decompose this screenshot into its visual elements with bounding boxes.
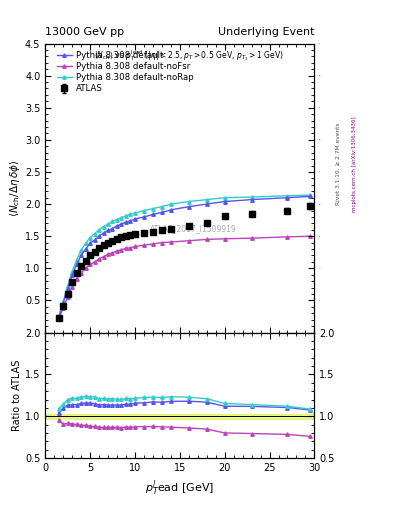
Pythia 8.308 default-noRap xyxy=(88,234,92,241)
Pythia 8.308 default-noRap xyxy=(128,211,133,218)
Pythia 8.308 default xyxy=(285,195,290,201)
Pythia 8.308 default xyxy=(61,300,66,306)
Pythia 8.308 default xyxy=(56,315,61,321)
Pythia 8.308 default xyxy=(88,240,92,246)
Pythia 8.308 default-noRap xyxy=(285,193,290,199)
Pythia 8.308 default-noRap xyxy=(204,197,209,203)
Pythia 8.308 default xyxy=(74,262,79,268)
Pythia 8.308 default-noFsr xyxy=(106,251,110,257)
Pythia 8.308 default-noRap xyxy=(70,268,75,274)
Pythia 8.308 default-noFsr xyxy=(74,275,79,282)
Pythia 8.308 default-noFsr xyxy=(65,294,70,301)
Pythia 8.308 default xyxy=(119,221,124,227)
Text: mcplots.cern.ch [arXiv:1306.3436]: mcplots.cern.ch [arXiv:1306.3436] xyxy=(352,116,357,211)
Pythia 8.308 default-noRap xyxy=(101,224,106,230)
Pythia 8.308 default-noRap xyxy=(106,221,110,227)
Pythia 8.308 default-noRap xyxy=(119,215,124,221)
Pythia 8.308 default xyxy=(83,246,88,252)
Line: Pythia 8.308 default-noRap: Pythia 8.308 default-noRap xyxy=(57,194,312,319)
Pythia 8.308 default-noFsr xyxy=(61,305,66,311)
Pythia 8.308 default xyxy=(97,233,101,239)
Text: ATLAS_2017_I1509919: ATLAS_2017_I1509919 xyxy=(150,224,237,233)
Pythia 8.308 default xyxy=(65,286,70,292)
Pythia 8.308 default xyxy=(186,204,191,210)
Pythia 8.308 default-noFsr xyxy=(70,284,75,290)
Pythia 8.308 default xyxy=(70,272,75,279)
Pythia 8.308 default-noRap xyxy=(151,205,155,211)
Pythia 8.308 default-noRap xyxy=(160,204,164,210)
Pythia 8.308 default-noFsr xyxy=(308,233,312,239)
Pythia 8.308 default-noFsr xyxy=(249,235,254,241)
Pythia 8.308 default-noFsr xyxy=(88,262,92,268)
Y-axis label: $\langle N_{\rm ch}/ \Delta\eta\, \delta\phi\rangle$: $\langle N_{\rm ch}/ \Delta\eta\, \delta… xyxy=(8,159,22,217)
Pythia 8.308 default-noFsr xyxy=(132,243,137,249)
Pythia 8.308 default xyxy=(132,216,137,222)
Pythia 8.308 default xyxy=(101,230,106,236)
Pythia 8.308 default-noRap xyxy=(83,240,88,246)
Pythia 8.308 default-noRap xyxy=(92,230,97,237)
Pythia 8.308 default-noFsr xyxy=(97,255,101,262)
Pythia 8.308 default-noRap xyxy=(115,217,119,223)
Pythia 8.308 default-noRap xyxy=(56,314,61,320)
Pythia 8.308 default-noRap xyxy=(65,283,70,289)
Pythia 8.308 default xyxy=(308,194,312,200)
Pythia 8.308 default-noFsr xyxy=(222,236,227,242)
Pythia 8.308 default xyxy=(204,201,209,207)
X-axis label: $p_T^l{\rm ead}$ [GeV]: $p_T^l{\rm ead}$ [GeV] xyxy=(145,479,215,498)
Pythia 8.308 default-noFsr xyxy=(124,245,129,251)
Text: Underlying Event: Underlying Event xyxy=(218,27,314,37)
Pythia 8.308 default-noFsr xyxy=(141,242,146,248)
Pythia 8.308 default-noFsr xyxy=(151,241,155,247)
Pythia 8.308 default-noFsr xyxy=(92,259,97,265)
Text: Rivet 3.1.10, ≥ 2.7M events: Rivet 3.1.10, ≥ 2.7M events xyxy=(336,122,341,205)
Line: Pythia 8.308 default: Pythia 8.308 default xyxy=(57,195,312,319)
Line: Pythia 8.308 default-noFsr: Pythia 8.308 default-noFsr xyxy=(57,234,312,321)
Pythia 8.308 default xyxy=(106,227,110,233)
Pythia 8.308 default-noFsr xyxy=(115,248,119,254)
Y-axis label: Ratio to ATLAS: Ratio to ATLAS xyxy=(12,360,22,431)
Pythia 8.308 default-noRap xyxy=(186,199,191,205)
Text: 13000 GeV pp: 13000 GeV pp xyxy=(45,27,124,37)
Pythia 8.308 default-noFsr xyxy=(101,254,106,260)
Pythia 8.308 default-noFsr xyxy=(79,270,83,276)
Bar xyxy=(45,414,314,419)
Pythia 8.308 default-noFsr xyxy=(169,239,173,245)
Pythia 8.308 default-noRap xyxy=(61,298,66,305)
Pythia 8.308 default xyxy=(110,225,115,231)
Pythia 8.308 default-noRap xyxy=(124,212,129,219)
Pythia 8.308 default-noFsr xyxy=(110,250,115,256)
Pythia 8.308 default-noFsr xyxy=(128,245,133,251)
Pythia 8.308 default-noFsr xyxy=(160,240,164,246)
Pythia 8.308 default xyxy=(249,197,254,203)
Pythia 8.308 default xyxy=(160,209,164,216)
Pythia 8.308 default-noRap xyxy=(97,227,101,233)
Pythia 8.308 default xyxy=(79,252,83,259)
Pythia 8.308 default-noFsr xyxy=(285,234,290,240)
Pythia 8.308 default xyxy=(124,219,129,225)
Pythia 8.308 default-noRap xyxy=(74,257,79,263)
Pythia 8.308 default xyxy=(169,207,173,213)
Pythia 8.308 default-noRap xyxy=(79,247,83,253)
Pythia 8.308 default-noRap xyxy=(110,219,115,225)
Legend: Pythia 8.308 default, Pythia 8.308 default-noFsr, Pythia 8.308 default-noRap, AT: Pythia 8.308 default, Pythia 8.308 defau… xyxy=(55,49,195,95)
Pythia 8.308 default xyxy=(115,223,119,229)
Pythia 8.308 default xyxy=(92,237,97,243)
Pythia 8.308 default-noRap xyxy=(308,192,312,198)
Pythia 8.308 default-noFsr xyxy=(186,238,191,244)
Pythia 8.308 default-noRap xyxy=(222,195,227,201)
Pythia 8.308 default-noRap xyxy=(249,194,254,200)
Pythia 8.308 default-noRap xyxy=(132,210,137,216)
Pythia 8.308 default-noRap xyxy=(141,207,146,214)
Pythia 8.308 default xyxy=(141,214,146,220)
Pythia 8.308 default xyxy=(128,218,133,224)
Pythia 8.308 default-noFsr xyxy=(119,247,124,253)
Pythia 8.308 default-noFsr xyxy=(83,265,88,271)
Pythia 8.308 default-noFsr xyxy=(204,237,209,243)
Pythia 8.308 default xyxy=(151,211,155,218)
Pythia 8.308 default-noFsr xyxy=(56,316,61,322)
Pythia 8.308 default xyxy=(222,199,227,205)
Text: $\langle N_{\rm ch}\rangle$ vs $p_T^{\rm lead}$ ($|\eta|<2.5, p_T>0.5$ GeV, $p_{: $\langle N_{\rm ch}\rangle$ vs $p_T^{\rm… xyxy=(94,48,283,63)
Pythia 8.308 default-noRap xyxy=(169,201,173,207)
